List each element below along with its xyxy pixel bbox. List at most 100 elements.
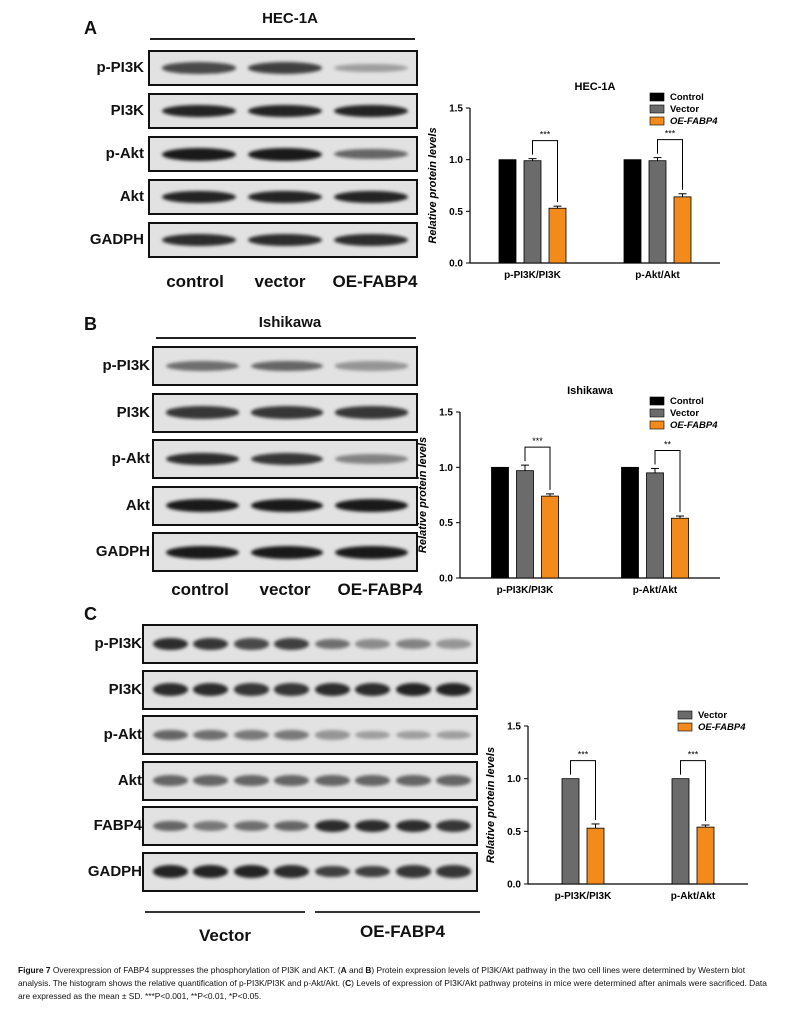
legend-label: Vector: [698, 710, 727, 721]
bar: [671, 778, 690, 885]
legend-label: Vector: [670, 104, 699, 115]
bar: [561, 778, 580, 885]
legend-label: OE-FABP4: [670, 116, 718, 127]
panel-b-cell-line: Ishikawa: [258, 314, 322, 331]
legend-swatch: [649, 420, 665, 430]
blot-band: [334, 63, 408, 73]
panel-b-letter: B: [84, 314, 97, 334]
blot-band: [165, 499, 239, 512]
blot-band: [162, 104, 236, 118]
bar: [586, 827, 605, 885]
x-tick-label: p-Akt/Akt: [633, 585, 678, 596]
blot-gadph: [142, 851, 478, 892]
significance-label: ***: [532, 436, 543, 446]
blot-band: [334, 190, 408, 204]
figure-caption: Figure 7 Overexpression of FABP4 suppres…: [18, 964, 773, 1003]
bar: [673, 196, 692, 264]
blot-band: [436, 730, 472, 740]
blot-band: [233, 730, 269, 740]
blot-band: [335, 545, 409, 559]
blot-band: [355, 775, 391, 786]
significance-label: ***: [578, 750, 589, 760]
blot-band: [233, 683, 269, 696]
bar: [523, 160, 542, 264]
row-label-p-pi3k: p-PI3K: [94, 635, 142, 652]
blot-band: [274, 820, 310, 832]
blot-band: [233, 775, 269, 786]
bar: [498, 159, 517, 264]
legend-label: Control: [670, 92, 704, 103]
blot-pi3k: [142, 669, 478, 710]
blot-band: [274, 638, 310, 650]
y-tick-label: 0.0: [439, 574, 453, 585]
blot-band: [355, 819, 391, 833]
bar: [696, 826, 715, 885]
row-label-gadph: GADPH: [87, 862, 142, 880]
significance-bracket: [654, 449, 681, 513]
panel-a-lane-1: control: [166, 272, 224, 291]
caption-ref-b: B: [365, 965, 372, 975]
blot-band: [162, 233, 236, 247]
blot-band: [334, 104, 408, 118]
blot-pi3k: [152, 392, 418, 433]
blot-band: [250, 452, 324, 466]
row-label-gadph: GADPH: [89, 231, 144, 248]
bar: [621, 466, 639, 579]
row-label-p-pi3k: p-PI3K: [96, 59, 144, 76]
blot-band: [248, 62, 322, 74]
blot-band: [250, 545, 324, 559]
blot-band: [335, 361, 409, 371]
y-tick-label: 1.5: [449, 104, 463, 115]
legend-label: OE-FABP4: [670, 420, 718, 431]
blot-band: [436, 639, 472, 649]
bar: [646, 472, 664, 579]
row-label-p-pi3k: p-PI3K: [102, 357, 150, 374]
blot-band: [248, 233, 322, 247]
y-tick-label: 1.5: [439, 408, 453, 419]
blot-band: [233, 865, 269, 878]
blot-band: [395, 730, 431, 740]
y-tick-label: 1.5: [507, 722, 521, 733]
panel-c-group-line-oe: [315, 911, 480, 913]
bar: [541, 495, 559, 579]
x-tick-label: p-Akt/Akt: [671, 891, 716, 902]
blot-band: [152, 820, 188, 832]
legend-swatch: [649, 408, 665, 418]
legend-swatch: [649, 396, 665, 406]
y-axis-label: Relative protein levels: [485, 747, 497, 863]
blot-band: [193, 775, 229, 786]
blot-gadph: [152, 532, 418, 572]
legend-swatch: [649, 116, 665, 126]
caption-ref-a: A: [340, 965, 347, 975]
y-tick-label: 0.5: [439, 518, 453, 529]
blot-band: [395, 865, 431, 878]
blot-band: [335, 406, 409, 419]
blot-band: [193, 821, 229, 831]
blot-band: [334, 233, 408, 247]
row-label-pi3k: PI3K: [108, 680, 142, 698]
panel-c-letter: C: [84, 604, 97, 624]
caption-text-1: Overexpression of FABP4 suppresses the p…: [50, 965, 341, 975]
blot-band: [436, 683, 472, 696]
blot-band: [250, 406, 324, 419]
bar: [671, 517, 689, 579]
blot-band: [355, 865, 391, 878]
blot-band: [355, 730, 391, 740]
blot-band: [152, 729, 188, 741]
blot-band: [274, 775, 310, 786]
blot-pi3k: [148, 93, 418, 129]
y-tick-label: 0.5: [449, 207, 463, 218]
y-axis-label: Relative protein levels: [417, 437, 429, 553]
legend-swatch: [677, 722, 693, 732]
blot-band: [274, 865, 310, 878]
blot-akt: [152, 485, 418, 526]
significance-bracket: [680, 760, 706, 822]
blot-band: [335, 454, 409, 464]
panel-a-lane-2: vector: [254, 272, 306, 291]
blot-band: [233, 638, 269, 650]
row-label-akt: Akt: [125, 496, 150, 514]
significance-bracket: [524, 446, 551, 490]
significance-bracket: [532, 140, 558, 203]
blot-band: [248, 190, 322, 204]
blot-band: [436, 775, 472, 786]
